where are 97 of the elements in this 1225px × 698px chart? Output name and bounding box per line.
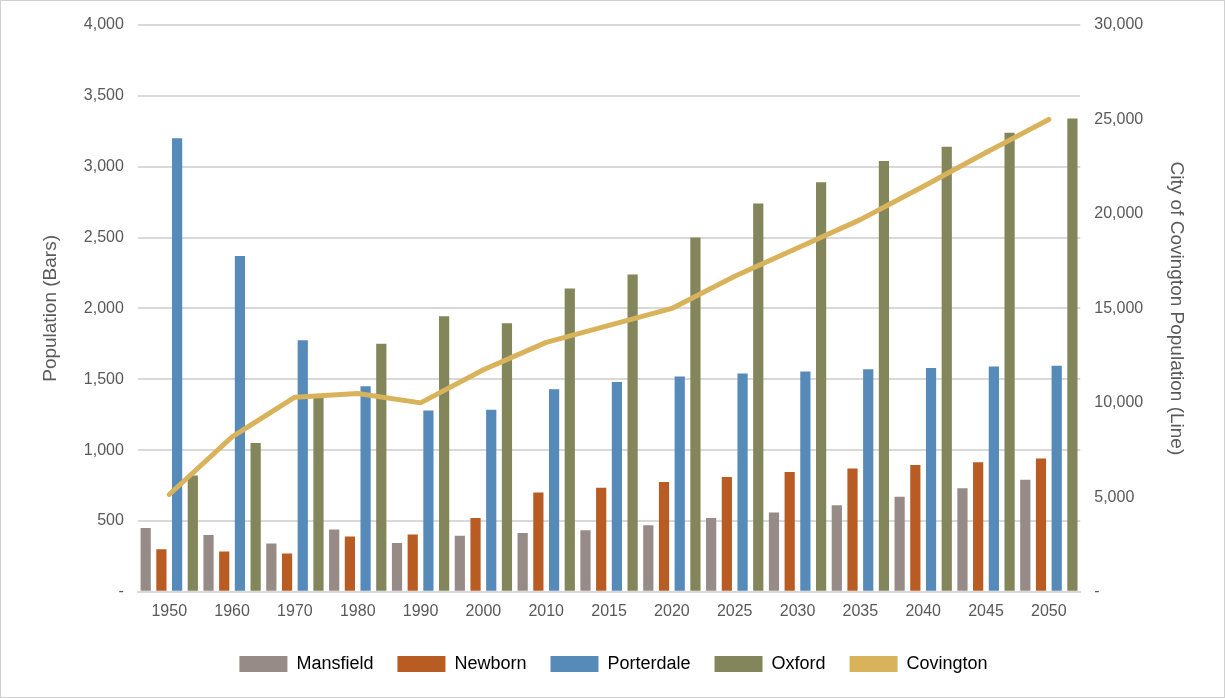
x-tick-label: 1960 bbox=[214, 601, 250, 619]
bar bbox=[768, 512, 780, 591]
bar bbox=[721, 477, 732, 591]
y2-tick-label: 20,000 bbox=[1094, 204, 1144, 222]
x-tick-label: 1990 bbox=[402, 601, 439, 619]
bar bbox=[800, 371, 811, 591]
x-tick-label: 2015 bbox=[591, 601, 627, 619]
x-tick-label: 2025 bbox=[716, 601, 753, 619]
bar bbox=[674, 376, 685, 591]
bar bbox=[784, 472, 795, 591]
bar bbox=[501, 323, 513, 591]
bar bbox=[910, 464, 921, 591]
bar bbox=[266, 543, 277, 591]
bar bbox=[486, 409, 497, 591]
legend-label: Oxford bbox=[771, 652, 826, 673]
bar bbox=[706, 518, 717, 591]
y-tick-label: 2,000 bbox=[83, 298, 124, 316]
y-tick-label: 2,500 bbox=[83, 227, 124, 245]
bar bbox=[580, 530, 591, 591]
bar bbox=[815, 182, 827, 591]
bar bbox=[658, 481, 670, 591]
x-tick-label: 2035 bbox=[842, 601, 879, 619]
bar bbox=[643, 525, 654, 591]
bar bbox=[329, 529, 340, 591]
x-tick-label: 2040 bbox=[905, 601, 942, 619]
legend-label: Porterdale bbox=[607, 652, 691, 673]
bar bbox=[360, 386, 371, 591]
bar bbox=[250, 443, 261, 591]
y2-tick-label: 30,000 bbox=[1094, 15, 1144, 33]
bar bbox=[517, 533, 528, 591]
bar bbox=[187, 475, 198, 591]
bar bbox=[894, 496, 905, 591]
bar bbox=[611, 382, 623, 591]
y-tick-label: 500 bbox=[97, 511, 124, 529]
y2-axis-title: City of Covington Population (Line) bbox=[1167, 161, 1189, 456]
x-tick-label: 2000 bbox=[465, 601, 502, 619]
bar bbox=[391, 542, 403, 591]
bar bbox=[172, 138, 183, 591]
bar bbox=[470, 518, 481, 591]
bar bbox=[1020, 479, 1031, 591]
bar bbox=[988, 366, 999, 591]
y2-tick-label: 5,000 bbox=[1094, 487, 1135, 505]
bar bbox=[439, 316, 450, 591]
legend-label: Mansfield bbox=[296, 652, 374, 673]
bar bbox=[376, 343, 387, 591]
x-tick-label: 2010 bbox=[528, 601, 565, 619]
bar bbox=[596, 487, 607, 591]
legend-label: Covington bbox=[906, 652, 988, 673]
bar bbox=[219, 551, 230, 591]
y2-tick-label: 25,000 bbox=[1094, 109, 1144, 127]
bar bbox=[156, 549, 167, 591]
y-tick-label: - bbox=[118, 582, 124, 600]
bar bbox=[1051, 365, 1062, 591]
bar bbox=[831, 505, 842, 591]
bar bbox=[847, 468, 858, 591]
x-tick-label: 1970 bbox=[277, 601, 313, 619]
bar bbox=[863, 369, 874, 591]
bar bbox=[564, 288, 575, 591]
y-tick-label: 1,000 bbox=[83, 440, 124, 458]
x-tick-label: 1950 bbox=[151, 601, 188, 619]
y-tick-label: 3,000 bbox=[83, 157, 124, 175]
bar bbox=[957, 488, 968, 591]
bar bbox=[454, 535, 465, 591]
y2-tick-label: - bbox=[1094, 582, 1100, 600]
bar bbox=[925, 367, 937, 591]
y2-tick-label: 10,000 bbox=[1094, 393, 1144, 411]
y-tick-label: 3,500 bbox=[83, 86, 124, 104]
bar bbox=[423, 410, 434, 591]
bar bbox=[1035, 458, 1047, 591]
x-tick-label: 2030 bbox=[779, 601, 816, 619]
x-tick-label: 2045 bbox=[968, 601, 1004, 619]
y-tick-label: 4,000 bbox=[83, 15, 124, 33]
x-tick-label: 2050 bbox=[1031, 601, 1067, 619]
bar bbox=[548, 389, 560, 591]
bar bbox=[297, 340, 308, 591]
bar bbox=[941, 146, 952, 591]
bar bbox=[533, 492, 544, 591]
y-tick-label: 1,500 bbox=[83, 369, 124, 387]
bar bbox=[753, 203, 764, 591]
bar bbox=[203, 535, 214, 591]
bar bbox=[1004, 132, 1015, 591]
x-tick-label: 1980 bbox=[339, 601, 376, 619]
bar bbox=[737, 373, 748, 591]
bar bbox=[281, 553, 293, 591]
y-axis-title: Population (Bars) bbox=[38, 235, 60, 382]
bar bbox=[140, 528, 151, 591]
x-tick-label: 2020 bbox=[654, 601, 690, 619]
bar bbox=[973, 462, 984, 591]
bar bbox=[234, 255, 246, 591]
bar bbox=[878, 161, 890, 591]
y2-tick-label: 15,000 bbox=[1094, 298, 1144, 316]
bar bbox=[344, 536, 355, 591]
bar bbox=[690, 237, 701, 591]
legend-label: Newborn bbox=[454, 652, 527, 673]
bar bbox=[1067, 118, 1078, 591]
bar bbox=[627, 274, 638, 591]
bar bbox=[407, 534, 418, 591]
